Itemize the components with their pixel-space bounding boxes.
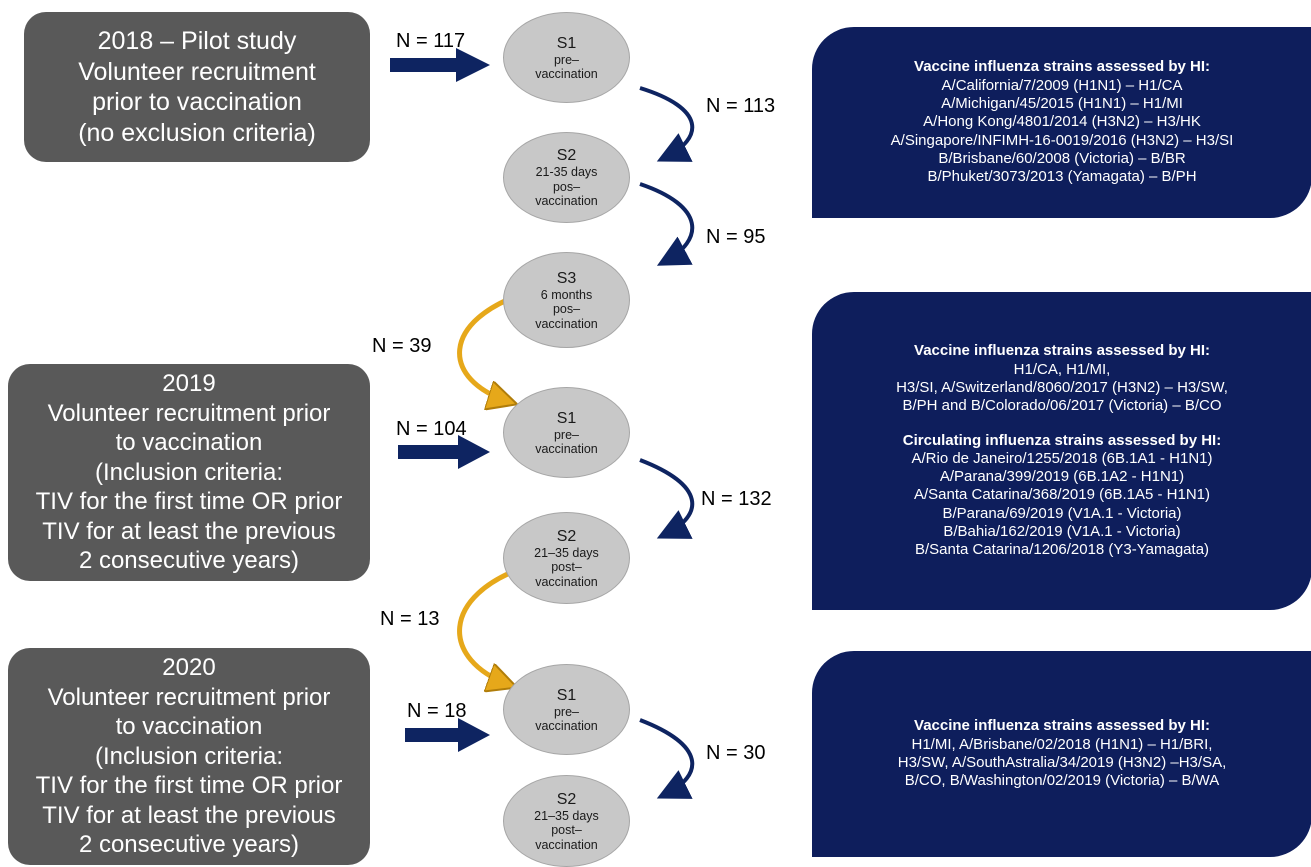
cohort-line: Volunteer recruitment prior <box>48 683 331 713</box>
sample-id: S2 <box>557 146 577 165</box>
cohort-box-2019: 2019 Volunteer recruitment prior to vacc… <box>8 364 370 581</box>
sample-text: vaccination <box>535 575 598 590</box>
sample-id: S3 <box>557 269 577 288</box>
recruit-arrow-2019 <box>398 435 490 469</box>
strain-line: B/Santa Catarina/1206/2018 (Y3-Yamagata) <box>915 541 1209 559</box>
arrow-2019-s1-s2 <box>640 460 692 535</box>
cohort-line: TIV for at least the previous <box>42 801 335 831</box>
sample-2018-s2: S2 21-35 days pos– vaccination <box>503 132 630 223</box>
cohort-line: (Inclusion criteria: <box>95 742 283 772</box>
cohort-box-2018: 2018 – Pilot study Volunteer recruitment… <box>24 12 370 162</box>
count-label-recruit-2018: N = 117 <box>396 30 465 52</box>
count-label-2019-s1-s2: N = 132 <box>701 488 772 510</box>
count-label-carry-2018-2019: N = 39 <box>372 335 431 357</box>
strain-panel-2020: Vaccine influenza strains assessed by HI… <box>812 651 1311 857</box>
strain-line: A/California/7/2009 (H1N1) – H1/CA <box>942 77 1183 95</box>
cohort-line: TIV for at least the previous <box>42 517 335 547</box>
cohort-line: TIV for the first time OR prior <box>36 487 343 517</box>
strain-line: A/Michigan/45/2015 (H1N1) – H1/MI <box>941 95 1183 113</box>
cohort-line: 2018 – Pilot study <box>98 26 297 57</box>
count-label-2018-s1-s2: N = 113 <box>706 95 775 117</box>
strain-line: B/CO, B/Washington/02/2019 (Victoria) – … <box>905 772 1220 790</box>
count-label-recruit-2020: N = 18 <box>407 700 466 722</box>
arrow-2020-s1-s2 <box>640 720 692 795</box>
panel-heading: Vaccine influenza strains assessed by HI… <box>914 717 1210 735</box>
sample-text: vaccination <box>535 719 598 734</box>
sample-text: vaccination <box>535 194 598 209</box>
sample-id: S1 <box>557 686 577 705</box>
strain-line: B/Parana/69/2019 (V1A.1 - Victoria) <box>942 505 1181 523</box>
sample-2019-s2: S2 21–35 days post– vaccination <box>503 512 630 604</box>
sample-id: S1 <box>557 409 577 428</box>
strain-line: B/PH and B/Colorado/06/2017 (Victoria) –… <box>902 397 1221 415</box>
sample-text: pre– <box>554 705 579 720</box>
strain-line: H3/SW, A/SouthAstralia/34/2019 (H3N2) –H… <box>898 754 1227 772</box>
sample-text: vaccination <box>535 442 598 457</box>
strain-line: H3/SI, A/Switzerland/8060/2017 (H3N2) – … <box>896 379 1228 397</box>
cohort-line: (no exclusion criteria) <box>78 118 316 149</box>
sample-text: vaccination <box>535 838 598 853</box>
count-label-carry-2019-2020: N = 13 <box>380 608 439 630</box>
cohort-line: Volunteer recruitment prior <box>48 399 331 429</box>
sample-text: pre– <box>554 428 579 443</box>
cohort-line: to vaccination <box>116 428 263 458</box>
recruit-arrow-2020 <box>405 718 490 752</box>
cohort-line: to vaccination <box>116 712 263 742</box>
count-label-2018-s2-s3: N = 95 <box>706 226 765 248</box>
sample-text: vaccination <box>535 317 598 332</box>
arrow-2018-s2-s3 <box>640 184 692 262</box>
sample-text: pre– <box>554 53 579 68</box>
sample-id: S1 <box>557 34 577 53</box>
sample-2020-s1: S1 pre– vaccination <box>503 664 630 755</box>
sample-text: post– <box>551 823 582 838</box>
cohort-box-2020: 2020 Volunteer recruitment prior to vacc… <box>8 648 370 865</box>
sample-text: 6 months <box>541 288 592 303</box>
strain-line: H1/CA, H1/MI, <box>1014 361 1111 379</box>
count-label-2020-s1-s2: N = 30 <box>706 742 765 764</box>
strain-line: A/Parana/399/2019 (6B.1A2 - H1N1) <box>940 468 1184 486</box>
strain-line: B/Phuket/3073/2013 (Yamagata) – B/PH <box>927 168 1196 186</box>
cohort-line: 2 consecutive years) <box>79 546 299 576</box>
arrow-2018-s1-s2 <box>640 88 692 158</box>
sample-text: pos– <box>553 302 580 317</box>
strain-line: A/Santa Catarina/368/2019 (6B.1A5 - H1N1… <box>914 486 1210 504</box>
sample-text: post– <box>551 560 582 575</box>
sample-text: vaccination <box>535 67 598 82</box>
sample-id: S2 <box>557 527 577 546</box>
cohort-line: (Inclusion criteria: <box>95 458 283 488</box>
strain-panel-2018: Vaccine influenza strains assessed by HI… <box>812 27 1311 218</box>
cohort-line: 2 consecutive years) <box>79 830 299 860</box>
strain-line: A/Hong Kong/4801/2014 (H3N2) – H3/HK <box>923 113 1201 131</box>
strain-panel-2019: Vaccine influenza strains assessed by HI… <box>812 292 1311 610</box>
sample-id: S2 <box>557 790 577 809</box>
cohort-line: 2020 <box>162 653 215 683</box>
sample-2020-s2: S2 21–35 days post– vaccination <box>503 775 630 867</box>
sample-text: 21–35 days <box>534 546 599 561</box>
cohort-line: 2019 <box>162 369 215 399</box>
recruit-arrow-2018 <box>390 48 490 82</box>
cohort-line: Volunteer recruitment <box>78 57 316 88</box>
count-label-recruit-2019: N = 104 <box>396 418 467 440</box>
panel-heading: Vaccine influenza strains assessed by HI… <box>914 58 1210 76</box>
strain-line: B/Brisbane/60/2008 (Victoria) – B/BR <box>938 150 1185 168</box>
strain-line: B/Bahia/162/2019 (V1A.1 - Victoria) <box>943 523 1180 541</box>
panel-heading-circulating: Circulating influenza strains assessed b… <box>903 432 1221 450</box>
cohort-line: TIV for the first time OR prior <box>36 771 343 801</box>
sample-text: 21-35 days <box>536 165 598 180</box>
sample-2018-s1: S1 pre– vaccination <box>503 12 630 103</box>
sample-2019-s1: S1 pre– vaccination <box>503 387 630 478</box>
panel-heading: Vaccine influenza strains assessed by HI… <box>914 342 1210 360</box>
sample-text: pos– <box>553 180 580 195</box>
strain-line: A/Rio de Janeiro/1255/2018 (6B.1A1 - H1N… <box>911 450 1212 468</box>
strain-line: A/Singapore/INFIMH-16-0019/2016 (H3N2) –… <box>891 132 1234 150</box>
strain-line: H1/MI, A/Brisbane/02/2018 (H1N1) – H1/BR… <box>912 736 1213 754</box>
sample-2018-s3: S3 6 months pos– vaccination <box>503 252 630 348</box>
cohort-line: prior to vaccination <box>92 87 302 118</box>
sample-text: 21–35 days <box>534 809 599 824</box>
